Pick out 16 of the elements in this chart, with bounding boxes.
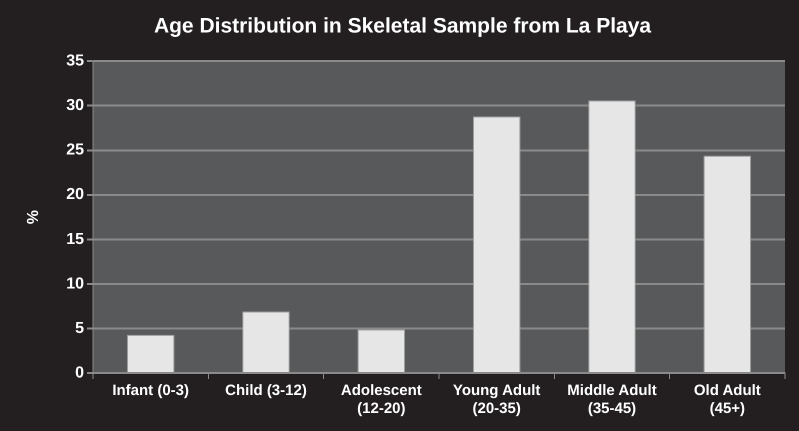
y-tick-label: 15 <box>66 230 84 248</box>
x-tick-label: Infant (0-3) <box>112 382 189 400</box>
x-tick-label: Young Adult (20-35) <box>452 382 540 418</box>
y-axis-title: % <box>25 210 42 224</box>
x-tick-label: Adolescent (12-20) <box>340 382 422 418</box>
y-tick-label: 30 <box>66 97 84 114</box>
y-tick-label: 35 <box>66 52 84 70</box>
y-tick-label: 0 <box>75 364 84 382</box>
x-tick-label: Child (3-12) <box>225 382 307 400</box>
y-tick-label: 10 <box>66 275 84 292</box>
x-tick-label: Old Adult (45+) <box>694 382 761 418</box>
y-tick-label: 25 <box>66 142 84 159</box>
y-tick-label: 20 <box>66 186 84 204</box>
y-tick-label: 5 <box>75 320 84 337</box>
chart-title: Age Distribution in Skeletal Sample from La Playa <box>154 14 652 38</box>
x-tick-label: Middle Adult (35-45) <box>567 382 657 418</box>
